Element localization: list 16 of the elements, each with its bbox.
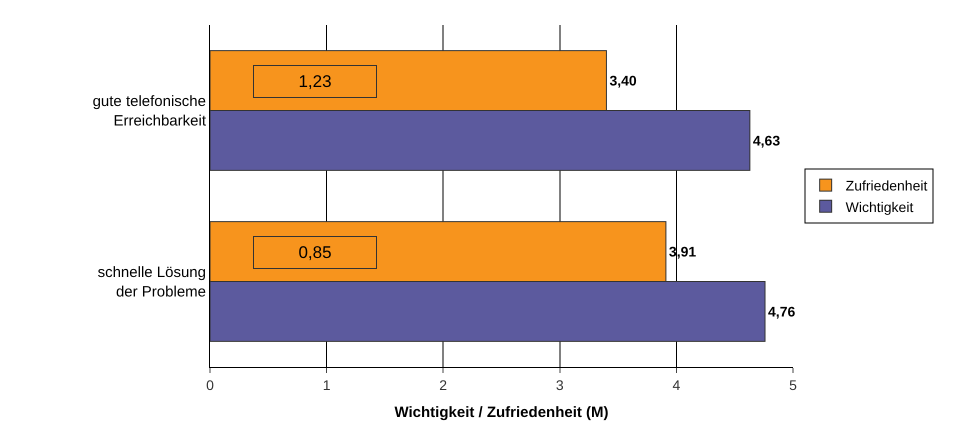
x-tick-label: 2: [439, 376, 448, 393]
x-tick-label: 5: [789, 376, 798, 393]
annotation: 0,85: [298, 243, 332, 262]
data-label: 3,40: [609, 72, 637, 89]
y-tick-label: gute telefonische Erreichbarkeit: [92, 93, 207, 130]
x-tick-label: 1: [322, 376, 331, 393]
annotation: 1,23: [298, 72, 332, 91]
y-tick-label: schnelle Lösung der Probleme: [98, 264, 206, 300]
x-tick-label: 4: [672, 376, 680, 393]
legend-label: Wichtigkeit: [846, 198, 914, 215]
x-tick-label: 0: [206, 376, 214, 393]
legend-label: Zufriedenheit: [846, 178, 928, 194]
data-label: 4,63: [752, 132, 780, 148]
x-axis-title: Wichtigkeit / Zufriedenheit (M): [394, 404, 609, 421]
x-tick-label: 3: [556, 376, 564, 393]
data-label: 4,76: [768, 303, 796, 320]
